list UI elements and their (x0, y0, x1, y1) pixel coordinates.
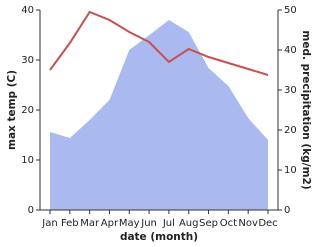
x-tick-label: Oct (220, 218, 237, 229)
x-tick-label: Mar (80, 218, 100, 229)
y-tick-label: 10 (21, 155, 34, 166)
y2-tick-label: 30 (284, 85, 297, 96)
y2-tick-label: 0 (284, 205, 290, 216)
y2-tick-label: 40 (284, 45, 297, 56)
temp-line (49, 10, 269, 76)
y-tick-label: 20 (21, 105, 34, 116)
y2-tick-label: 50 (284, 5, 297, 16)
x-tick-label: Aug (179, 218, 199, 229)
y-tick-label: 40 (21, 5, 34, 16)
x-tick-label: Apr (101, 218, 119, 229)
x-tick-label: Jul (162, 218, 175, 229)
x-tick-label: Sep (199, 218, 218, 229)
x-tick-label: Dec (258, 218, 277, 229)
x-tick-label: Jun (140, 218, 157, 229)
y-axis-title: max temp (C) (6, 70, 18, 150)
x-tick-label: Nov (238, 218, 258, 229)
precipitation-area (50, 20, 268, 210)
x-axis-title: date (month) (120, 231, 198, 243)
y2-tick-label: 10 (284, 165, 297, 176)
x-tick-label: Jan (41, 218, 57, 229)
y-tick-label: 0 (28, 205, 34, 216)
x-tick-label: May (119, 218, 140, 229)
y2-tick-label: 20 (284, 125, 297, 136)
x-tick-label: Feb (61, 218, 79, 229)
y2-axis-title: med. precipitation (kg/m2) (300, 30, 312, 189)
y-tick-label: 30 (21, 55, 34, 66)
